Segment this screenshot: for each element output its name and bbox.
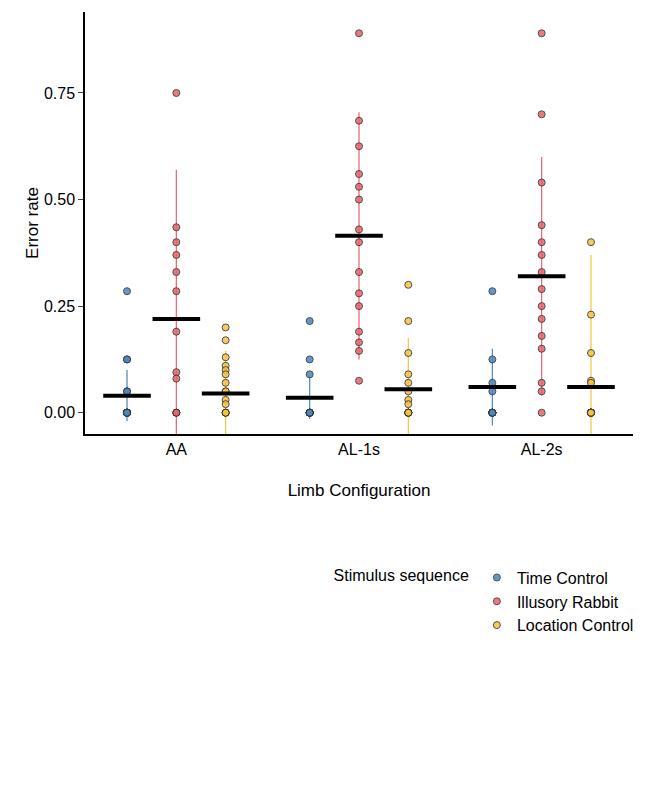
svg-text:Error rate: Error rate <box>23 187 42 259</box>
svg-text:0.25: 0.25 <box>44 298 75 315</box>
svg-text:0.75: 0.75 <box>44 85 75 102</box>
svg-text:Time Control: Time Control <box>517 570 608 587</box>
svg-text:0.00: 0.00 <box>44 404 75 421</box>
svg-text:0.50: 0.50 <box>44 191 75 208</box>
svg-text:AL-2s: AL-2s <box>521 441 563 458</box>
svg-text:Location Control: Location Control <box>517 617 634 634</box>
svg-text:Stimulus sequence: Stimulus sequence <box>334 567 469 584</box>
svg-text:AL-1s: AL-1s <box>338 441 380 458</box>
svg-text:Illusory Rabbit: Illusory Rabbit <box>517 594 619 611</box>
svg-text:Limb Configuration: Limb Configuration <box>288 481 431 500</box>
svg-text:AA: AA <box>166 441 188 458</box>
